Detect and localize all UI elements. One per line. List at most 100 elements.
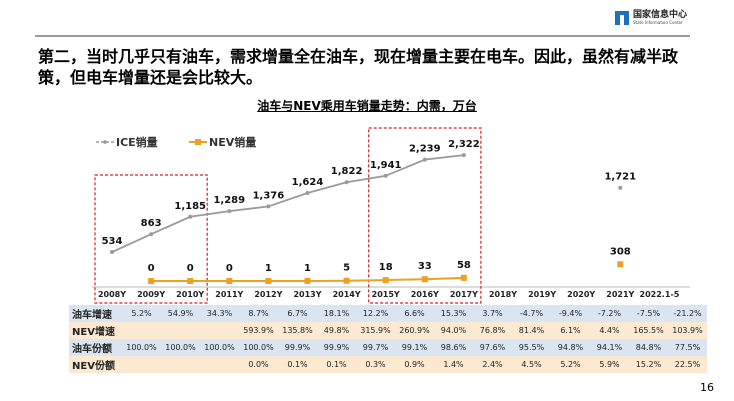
nev-data-label: 308 <box>610 246 631 257</box>
table-cell: -9.4% <box>558 309 583 318</box>
table-cell: -21.2% <box>673 309 702 318</box>
table-cell: 5.9% <box>599 360 620 369</box>
row-label: 油车份额 <box>72 344 112 355</box>
nev-data-label: 5 <box>343 263 350 274</box>
table-cell: 99.9% <box>323 343 350 352</box>
header-divider <box>35 35 690 37</box>
nev-point <box>304 277 311 284</box>
table-cell <box>161 356 200 373</box>
x-tick-label: 2011Y <box>215 290 243 299</box>
table-cell: 5.2% <box>131 309 152 318</box>
nev-data-label: 1 <box>265 263 272 274</box>
x-tick-label: 2016Y <box>411 290 439 299</box>
table-cell: 95.5% <box>518 343 545 352</box>
x-tick-label: 2022.1-5 <box>640 290 680 299</box>
x-tick-label: 2014Y <box>333 290 361 299</box>
x-tick-label: 2010Y <box>176 290 204 299</box>
ice-point <box>266 204 271 209</box>
table-cell: 4.5% <box>521 360 542 369</box>
org-name-en: State Information Center <box>633 20 683 25</box>
table-cell: 315.9% <box>360 326 391 335</box>
table-cell: 0.9% <box>404 360 425 369</box>
chart: 2008Y 2009Y 2010Y 2011Y 2012Y 2013Y 2014Y 2015Y… <box>92 127 690 304</box>
table-cell: 4.4% <box>599 326 620 335</box>
nev-point <box>421 276 428 283</box>
ice-data-label: 863 <box>141 218 162 229</box>
table-cell: 135.8% <box>282 326 313 335</box>
highlight-box <box>94 174 208 304</box>
ice-point <box>227 209 232 214</box>
ice-data-label: 1,822 <box>331 166 363 177</box>
x-tick-label: 2008Y <box>98 290 126 299</box>
ice-point <box>461 153 466 158</box>
x-tick-label: 2021Y <box>606 290 634 299</box>
table-cell: 99.9% <box>284 343 311 352</box>
table-cell: 94.1% <box>596 343 623 352</box>
table-cell: 84.8% <box>635 343 662 352</box>
table-row: 油车增速 5.2% 54.9% 34.3% 8.7% 6.7% 18.1% 12.2% 6.6%… <box>69 305 707 322</box>
nev-data-label: 18 <box>379 262 393 273</box>
table-row: NEV份额 0.0% 0.1% 0.1% 0.3% 0.9% 1.4% 2.4% 4.5% 5.2… <box>69 356 707 373</box>
row-label: 油车增速 <box>72 310 112 321</box>
table-cell: 15.3% <box>440 309 467 318</box>
table-cell: 103.9% <box>672 326 703 335</box>
page-number: 16 <box>700 381 714 394</box>
table-row: NEV增速 593.9% 135.8% 49.8% 315.9% 260.9% 94.0% 7… <box>69 322 707 339</box>
x-tick-label: 2017Y <box>450 290 478 299</box>
ice-point <box>422 157 427 162</box>
org-name-cn: 国家信息中心 <box>633 10 688 20</box>
table-cell: 0.0% <box>248 360 269 369</box>
ice-data-label: 1,289 <box>213 195 245 206</box>
table-cell: 22.5% <box>674 360 701 369</box>
ice-point <box>149 232 154 237</box>
table-cell: 593.9% <box>243 326 274 335</box>
nev-data-label: 0 <box>187 263 194 274</box>
nev-data-label: 58 <box>457 260 471 271</box>
nev-point <box>617 261 624 268</box>
table-cell: 100.0% <box>165 343 196 352</box>
nev-point <box>265 277 272 284</box>
data-table: 油车增速 5.2% 54.9% 34.3% 8.7% 6.7% 18.1% 12.2% 6.6%… <box>69 305 707 373</box>
table-cell <box>122 322 161 339</box>
table-cell: 6.6% <box>404 309 425 318</box>
table-cell: 0.3% <box>365 360 386 369</box>
table-cell <box>200 322 239 339</box>
table-cell: 165.5% <box>633 326 664 335</box>
table-cell: 18.1% <box>323 309 350 318</box>
table-cell: -7.2% <box>597 309 622 318</box>
ice-data-label: 2,322 <box>448 139 480 150</box>
ice-point <box>305 190 310 195</box>
table-cell: 81.4% <box>518 326 545 335</box>
table-cell: 99.7% <box>362 343 389 352</box>
x-tick-label: 2019Y <box>528 290 556 299</box>
table-cell <box>161 322 200 339</box>
nev-point <box>148 278 155 284</box>
table-cell: 100.0% <box>126 343 157 352</box>
legend-nev-label: NEV销量 <box>209 135 256 149</box>
headline: 第二，当时几乎只有油车，需求增量全在油车，现在增量主要在电车。因此，虽然有减半政… <box>38 47 679 87</box>
table-cell: 5.2% <box>560 360 581 369</box>
row-label: NEV份额 <box>72 361 115 372</box>
nev-point <box>343 277 350 284</box>
table-cell: 94.0% <box>440 326 467 335</box>
table-cell: 76.8% <box>479 326 506 335</box>
ice-point <box>344 180 349 185</box>
ice-data-label: 534 <box>102 236 123 247</box>
x-tick-label: 2015Y <box>372 290 400 299</box>
table-cell: -7.5% <box>636 309 661 318</box>
table-cell: 100.0% <box>243 343 274 352</box>
ice-data-label: 1,941 <box>370 160 402 171</box>
nev-data-label: 0 <box>226 263 233 274</box>
table-cell: 77.5% <box>674 343 701 352</box>
nev-point <box>226 278 233 284</box>
ice-point <box>110 250 114 255</box>
ice-point <box>188 214 193 219</box>
table-cell: 15.2% <box>635 360 662 369</box>
logo: 国家信息中心 State Information Center <box>615 10 687 25</box>
legend-ice-marker <box>103 140 107 144</box>
nev-point <box>460 274 467 281</box>
table-cell: 34.3% <box>206 309 233 318</box>
ice-data-label: 1,721 <box>604 172 636 183</box>
ice-data-label: 2,239 <box>409 144 441 155</box>
nev-point <box>382 277 389 284</box>
